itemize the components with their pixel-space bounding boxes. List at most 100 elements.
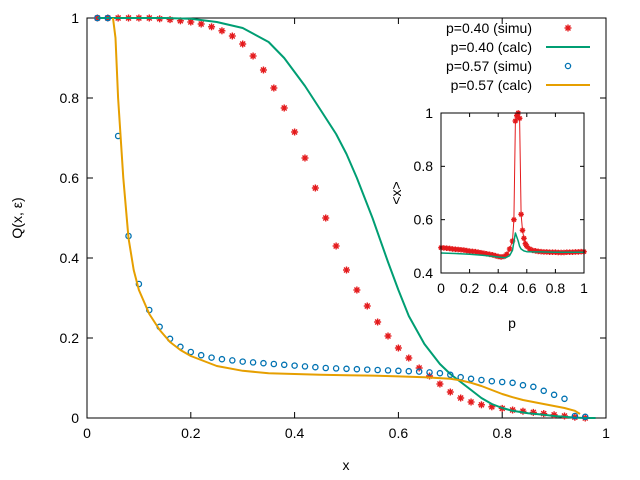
legend-label: p=0.40 (simu) xyxy=(446,20,532,36)
main-series-2-point xyxy=(301,363,309,370)
main-series-2-point xyxy=(509,379,516,387)
legend-label: p=0.40 (calc) xyxy=(451,39,532,55)
main-series-2-point xyxy=(457,373,464,381)
main-y-tick-label: 0.2 xyxy=(60,330,80,346)
main-series-2-point xyxy=(187,348,195,356)
inset-x-tick-label: 0.2 xyxy=(460,280,480,296)
main-series-0-point xyxy=(477,401,485,409)
main-plot-frame xyxy=(86,17,607,419)
main-series-2-point xyxy=(436,369,444,377)
main-series-2-point xyxy=(197,351,205,359)
inset-series-0-point xyxy=(511,216,517,223)
main-series-2-point xyxy=(550,391,558,399)
main-series-0-point xyxy=(291,128,299,136)
main-series-0-point xyxy=(322,214,330,222)
inset-x-tick-label: 1 xyxy=(580,280,588,296)
main-series-2-point xyxy=(447,371,454,379)
main-series-2-point xyxy=(374,366,381,374)
main-x-tick-label: 0.4 xyxy=(285,425,305,441)
inset-plot-area: 0 0.2 0.4 0.6 0.8 1 0.4 0.6 0.8 1 xyxy=(414,105,589,296)
main-series-0-point xyxy=(374,318,382,326)
main-series-0-point xyxy=(218,27,226,35)
main-series-0-point xyxy=(457,394,465,402)
main-series-2-point xyxy=(270,360,278,368)
main-series-2-point xyxy=(405,367,413,375)
main-x-tick-label: 0.2 xyxy=(181,425,201,441)
main-series-2-point xyxy=(395,367,402,375)
main-series-0-point xyxy=(405,354,413,362)
main-series-1-line xyxy=(97,17,596,419)
main-y-tick-label: 1 xyxy=(71,10,79,26)
inset-y-tick-label: 0.6 xyxy=(414,212,434,228)
main-series-2-point xyxy=(239,358,246,365)
inset-y-axis-label: <x> xyxy=(388,181,404,204)
main-series-0-point xyxy=(280,104,288,112)
main-series-layer xyxy=(93,14,596,422)
main-x-tick-label: 0 xyxy=(83,425,91,441)
main-series-0-point xyxy=(301,154,309,162)
inset-series-0-point xyxy=(521,235,527,242)
inset-x-axis-label: p xyxy=(508,315,516,331)
main-series-2-point xyxy=(530,383,537,391)
main-series-0-point xyxy=(249,52,257,60)
main-series-0-point xyxy=(394,344,402,352)
main-series-2-point xyxy=(540,387,547,395)
main-series-2-point xyxy=(218,355,226,363)
main-series-0-point xyxy=(467,398,475,406)
main-x-tick-label: 0.8 xyxy=(492,425,512,441)
main-y-tick-label: 0 xyxy=(71,410,79,426)
main-series-2-point xyxy=(280,361,288,369)
main-series-2-point xyxy=(229,357,236,364)
main-series-2-point xyxy=(332,365,340,372)
main-series-0-point xyxy=(446,388,454,396)
main-series-0-point xyxy=(343,266,350,274)
main-series-0-point xyxy=(208,23,216,31)
main-series-2-point xyxy=(353,365,361,373)
main-y-tick-label: 0.8 xyxy=(60,90,80,106)
inset-series-1-line xyxy=(440,232,584,259)
main-series-3-line xyxy=(112,17,581,415)
main-plot-area: 0 0.2 0.4 0.6 0.8 1 0 0.2 0.4 0.6 0.8 1 xyxy=(60,10,611,441)
main-series-2-point xyxy=(291,362,298,369)
main-series-0-point xyxy=(197,20,205,28)
inset-x-tick-label: 0 xyxy=(437,280,445,296)
main-series-2-point xyxy=(467,375,475,383)
main-x-axis-label: x xyxy=(343,457,350,473)
inset-x-tick-label: 0.8 xyxy=(546,280,566,296)
main-series-2-point xyxy=(260,359,267,367)
main-series-0-point xyxy=(239,40,247,48)
main-series-2-point xyxy=(488,377,496,385)
main-series-0-point xyxy=(311,184,319,192)
inset-y-tick-label: 0.8 xyxy=(414,158,434,174)
inset-series-layer xyxy=(438,110,587,260)
main-series-2-point xyxy=(415,368,423,375)
legend-swatch-marker xyxy=(564,62,572,70)
main-series-2-point xyxy=(581,413,589,421)
main-series-2-point xyxy=(343,365,350,373)
main-series-2-point xyxy=(519,381,527,389)
inset-series-0-point xyxy=(506,246,513,252)
main-series-2-point xyxy=(94,14,101,22)
inset-y-tick-label: 0.4 xyxy=(414,265,434,281)
main-series-0-point xyxy=(259,66,267,74)
inset-series-0-point xyxy=(516,115,523,122)
main-series-2-point xyxy=(363,366,371,373)
main-series-2-point xyxy=(249,359,257,366)
inset-x-tick-label: 0.4 xyxy=(488,280,508,296)
main-series-0-point xyxy=(228,32,236,40)
main-series-2-point xyxy=(426,369,433,376)
main-series-0-point xyxy=(332,242,340,250)
main-y-axis-label: Q(x, ε) xyxy=(9,197,25,238)
main-x-tick-label: 1 xyxy=(602,425,610,441)
legend: p=0.40 (simu) p=0.40 (calc) p=0.57 (simu) p… xyxy=(446,20,590,93)
main-series-2-point xyxy=(312,363,319,371)
inset-series-0-point xyxy=(512,118,519,124)
main-series-0-point xyxy=(363,302,371,310)
inset-x-tick-label: 0.6 xyxy=(517,280,537,296)
main-series-2-point xyxy=(208,354,215,361)
main-series-0-point xyxy=(384,332,392,340)
main-series-2-point xyxy=(571,412,579,420)
inset-series-0-point xyxy=(518,211,524,218)
main-series-2-point xyxy=(322,364,330,372)
